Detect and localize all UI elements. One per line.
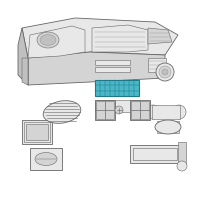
Ellipse shape — [35, 152, 57, 166]
Bar — [140, 101, 149, 110]
Circle shape — [177, 161, 187, 171]
Bar — [95, 100, 115, 120]
Polygon shape — [28, 52, 165, 85]
Bar — [131, 110, 140, 119]
Polygon shape — [18, 28, 28, 85]
Bar — [96, 110, 105, 119]
Bar — [96, 101, 105, 110]
Bar — [148, 58, 166, 72]
Ellipse shape — [37, 32, 59, 48]
Circle shape — [162, 69, 168, 75]
Bar — [95, 67, 130, 72]
Bar — [22, 120, 52, 144]
Polygon shape — [92, 25, 148, 52]
Circle shape — [172, 105, 186, 119]
Circle shape — [146, 105, 160, 119]
Bar — [30, 148, 62, 170]
Bar — [131, 101, 140, 110]
Bar — [95, 100, 139, 112]
Bar — [157, 121, 179, 133]
Bar — [152, 105, 180, 119]
Circle shape — [156, 63, 174, 81]
Bar — [130, 145, 180, 163]
Ellipse shape — [155, 120, 181, 134]
Bar — [105, 110, 114, 119]
Polygon shape — [148, 28, 172, 44]
Bar — [133, 148, 177, 160]
Bar — [26, 124, 48, 140]
Bar — [140, 110, 149, 119]
Polygon shape — [22, 58, 28, 85]
Bar — [95, 80, 139, 96]
Polygon shape — [28, 26, 85, 58]
Bar — [24, 122, 50, 142]
Circle shape — [115, 106, 123, 114]
Ellipse shape — [43, 101, 81, 123]
Polygon shape — [22, 18, 178, 58]
Circle shape — [159, 66, 171, 78]
Bar — [178, 142, 186, 166]
Bar — [130, 100, 150, 120]
Bar — [95, 60, 130, 65]
Bar — [105, 101, 114, 110]
Ellipse shape — [40, 34, 56, 46]
